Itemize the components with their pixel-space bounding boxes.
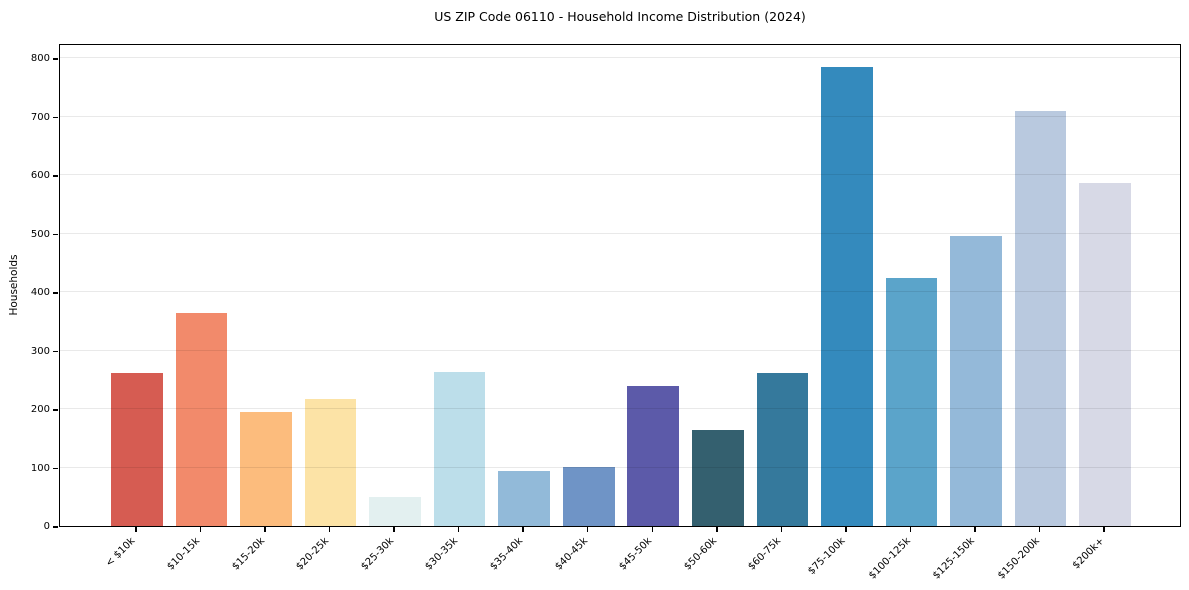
bar-50-60k — [692, 429, 744, 526]
x-tick-mark-6 — [522, 527, 524, 532]
bar-10k — [111, 372, 163, 526]
gridline-500 — [60, 232, 1180, 234]
bar-35-40k — [498, 471, 550, 526]
x-tick-label-text: < $10k — [104, 535, 138, 570]
gridlines-layer — [60, 45, 1180, 526]
y-tick-label-700: 700 — [30, 111, 50, 123]
x-tick-label-text: $60-75k — [746, 535, 784, 573]
y-tick-mark-0 — [53, 526, 58, 528]
x-tick-mark-4 — [393, 527, 395, 532]
y-tick-label-400: 400 — [30, 287, 50, 299]
x-tick-label-text: $125-150k — [931, 535, 977, 582]
bar-45-50k — [627, 386, 680, 526]
x-tick-label-text: $45-50k — [617, 535, 655, 573]
bar-20-25k — [304, 399, 357, 526]
x-tick-label-text: $100-125k — [866, 535, 913, 582]
y-tick-label-0: 0 — [43, 521, 50, 532]
chart-title: US ZIP Code 06110 - Household Income Dis… — [434, 9, 806, 24]
bar-150-200k — [1014, 111, 1067, 526]
gridline-400 — [60, 291, 1180, 293]
bar-75-100k — [821, 66, 873, 526]
gridline-600 — [60, 174, 1180, 176]
x-tick-mark-9 — [716, 527, 718, 532]
bar-60-75k — [756, 372, 809, 526]
y-tick-mark-200 — [53, 409, 58, 411]
gridline-100 — [60, 466, 1180, 468]
y-axis-label: Households — [8, 254, 20, 316]
gridline-800 — [60, 57, 1180, 59]
x-tick-label-text: $50-60k — [681, 535, 719, 573]
x-tick-label-text: $20-25k — [294, 535, 332, 573]
bar-30-35k — [433, 371, 486, 526]
x-tick-mark-13 — [974, 527, 976, 532]
bars-layer — [60, 45, 1180, 526]
x-tick-mark-5 — [457, 527, 460, 532]
x-tick-label-text: $30-35k — [423, 535, 461, 573]
y-tick-label-300: 300 — [30, 345, 50, 357]
x-tick-label-text: $150-200k — [995, 535, 1042, 582]
x-tick-mark-12 — [909, 527, 912, 532]
x-tick-mark-10 — [780, 527, 783, 532]
plot-area — [59, 44, 1181, 527]
x-tick-label-text: $35-40k — [488, 535, 526, 573]
bar-15-20k — [240, 411, 292, 526]
gridline-700 — [60, 115, 1180, 117]
x-tick-label-text: $75-100k — [806, 535, 848, 578]
x-tick-label-text: $200k+ — [1070, 535, 1107, 572]
x-tick-mark-8 — [651, 527, 654, 532]
bar-40-45k — [562, 466, 615, 526]
x-tick-mark-15 — [1103, 527, 1105, 532]
x-tick-mark-1 — [199, 527, 202, 532]
bar-25-30k — [369, 496, 421, 526]
x-tick-mark-3 — [328, 527, 331, 532]
gridline-200 — [60, 408, 1180, 410]
y-tick-mark-100 — [53, 467, 58, 470]
bar-125-150k — [950, 235, 1002, 526]
x-tick-mark-0 — [135, 527, 137, 532]
y-tick-mark-300 — [53, 350, 58, 353]
x-tick-mark-11 — [845, 527, 847, 532]
x-tick-label-text: $40-45k — [552, 535, 590, 573]
y-tick-mark-400 — [53, 292, 58, 294]
y-tick-label-800: 800 — [30, 53, 50, 65]
y-tick-label-100: 100 — [30, 462, 50, 474]
gridline-300 — [60, 349, 1180, 351]
x-tick-mark-2 — [264, 527, 266, 532]
y-tick-mark-600 — [53, 175, 58, 177]
y-tick-mark-700 — [53, 116, 58, 119]
y-tick-label-200: 200 — [30, 404, 50, 416]
bar-10-15k — [175, 312, 228, 526]
y-tick-label-600: 600 — [30, 170, 50, 182]
bar-200k — [1079, 182, 1131, 526]
y-tick-mark-800 — [53, 58, 58, 60]
x-tick-label-text: $10-15k — [165, 535, 203, 573]
x-tick-mark-14 — [1038, 527, 1041, 532]
x-tick-label-text: $25-30k — [359, 535, 396, 573]
x-tick-mark-7 — [586, 527, 589, 532]
x-tick-label-text: $15-20k — [229, 535, 267, 573]
bar-100-125k — [885, 278, 938, 526]
y-tick-mark-500 — [53, 233, 58, 236]
y-tick-label-500: 500 — [30, 228, 50, 240]
